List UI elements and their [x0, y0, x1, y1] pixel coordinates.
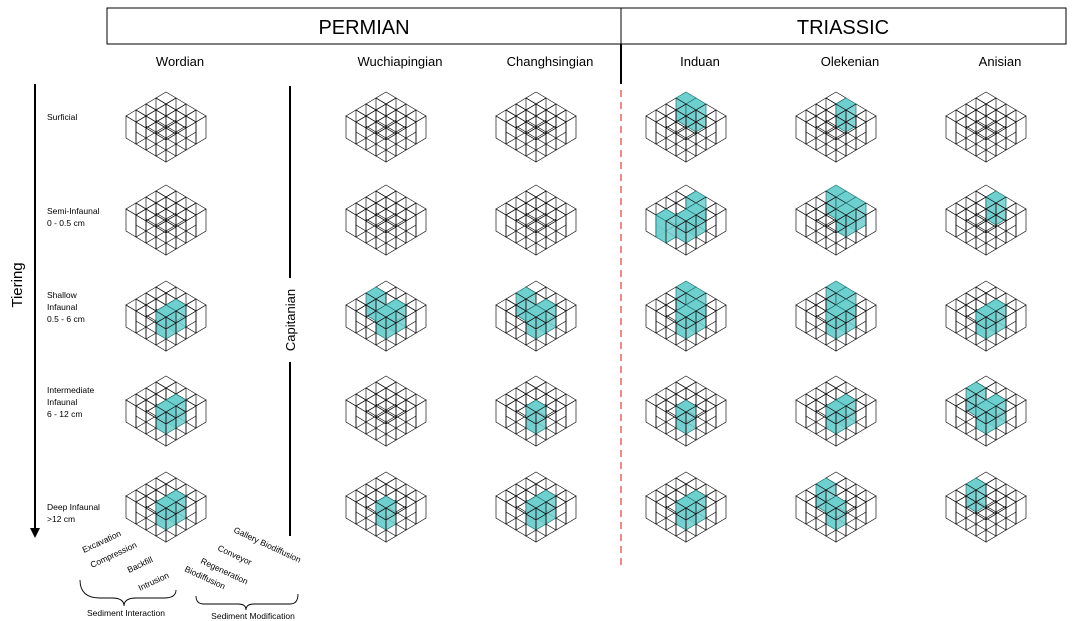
tier-grid: [345, 91, 427, 163]
legend-label-backfill: Backfill: [126, 554, 155, 574]
block-empty: [525, 507, 547, 543]
block-empty: [155, 127, 177, 163]
tier-grid: [345, 471, 427, 543]
block-empty: [155, 220, 177, 256]
stage-label-wordian: Wordian: [156, 54, 204, 69]
tier-grid: [945, 280, 1027, 352]
tier-label-line: 0.5 - 6 cm: [47, 314, 85, 324]
tier-grid: [945, 91, 1027, 163]
period-box-triassic: [620, 7, 1067, 45]
tier-grid: [125, 280, 207, 352]
block-empty: [155, 316, 177, 352]
block-empty: [825, 220, 847, 256]
tier-grid: [945, 471, 1027, 543]
tier-grid: [125, 471, 207, 543]
tier-grid: [645, 91, 727, 163]
tier-label-line: Shallow: [47, 290, 78, 300]
block-empty: [975, 411, 997, 447]
tier-grid: [645, 280, 727, 352]
tier-grid: [945, 184, 1027, 256]
stage-label-induan: Induan: [680, 54, 720, 69]
block-empty: [825, 316, 847, 352]
block-empty: [975, 316, 997, 352]
block-empty: [375, 411, 397, 447]
block-empty: [975, 220, 997, 256]
tier-grid: [345, 375, 427, 447]
legend-label-intrusion: Intrusion: [137, 570, 171, 593]
block-empty: [975, 507, 997, 543]
block-empty: [525, 411, 547, 447]
tier-grid: [495, 91, 577, 163]
block-empty: [375, 220, 397, 256]
block-empty: [675, 127, 697, 163]
block-empty: [675, 220, 697, 256]
period-label-permian: PERMIAN: [318, 17, 409, 39]
stage-headers: Wordian Wuchiapingian Changhsingian Indu…: [156, 54, 1021, 69]
block-empty: [525, 220, 547, 256]
bracket-sediment-interaction: [79, 579, 177, 607]
tier-grid: [795, 91, 877, 163]
block-empty: [675, 507, 697, 543]
tier-grid: [795, 280, 877, 352]
tier-label-line: Intermediate: [47, 385, 95, 395]
tier-label-line: Infaunal: [47, 302, 77, 312]
tier-label-line: Infaunal: [47, 397, 77, 407]
block-empty: [155, 507, 177, 543]
tier-grid: [645, 471, 727, 543]
tier-grid: [945, 375, 1027, 447]
group-label-modification: Sediment Modification: [211, 611, 295, 621]
tiering-arrow-head: [30, 528, 40, 538]
tier-labels: Surficial Semi-Infaunal 0 - 0.5 cm Shallow I…: [47, 112, 100, 524]
tiering-label: Tiering: [9, 262, 26, 307]
stage-label-wuchiapingian: Wuchiapingian: [357, 54, 442, 69]
stage-label-anisian: Anisian: [979, 54, 1022, 69]
block-empty: [375, 507, 397, 543]
block-empty: [525, 316, 547, 352]
block-empty: [675, 411, 697, 447]
bracket-sediment-modification: [195, 593, 299, 611]
capitanian-bracket: Capitanian: [283, 86, 298, 536]
period-label-triassic: TRIASSIC: [797, 17, 889, 39]
tier-grid: [795, 375, 877, 447]
block-empty: [155, 411, 177, 447]
block-empty: [825, 127, 847, 163]
tier-grid: [645, 184, 727, 256]
block-empty: [375, 127, 397, 163]
block-occupied: [155, 304, 177, 340]
tier-grid: [495, 280, 577, 352]
tier-grid: [795, 471, 877, 543]
tier-grid: [495, 471, 577, 543]
block-empty: [825, 507, 847, 543]
group-label-interaction: Sediment Interaction: [87, 608, 165, 618]
period-header: PERMIAN TRIASSIC: [106, 7, 1067, 568]
stage-label-changhsingian: Changhsingian: [507, 54, 594, 69]
tier-grid: [125, 91, 207, 163]
tier-label-line: Semi-Infaunal: [47, 206, 100, 216]
behaviour-legend: Excavation Compression Backfill Intrusio…: [79, 525, 303, 621]
tier-grid: [495, 184, 577, 256]
tier-label-line: 6 - 12 cm: [47, 409, 82, 419]
capitanian-label: Capitanian: [283, 289, 298, 351]
stage-label-olekenian: Olekenian: [821, 54, 880, 69]
period-box-permian: [106, 7, 622, 45]
tier-grid: [645, 375, 727, 447]
tier-grid: [345, 184, 427, 256]
tier-grid: [125, 184, 207, 256]
block-empty: [375, 316, 397, 352]
tier-grid: [345, 280, 427, 352]
block-grid: [125, 91, 1027, 543]
block-empty: [825, 411, 847, 447]
tier-grid: [125, 375, 207, 447]
tier-label-line: >12 cm: [47, 514, 75, 524]
tier-label-line: 0 - 0.5 cm: [47, 218, 85, 228]
block-empty: [525, 127, 547, 163]
block-empty: [975, 127, 997, 163]
tier-label-line: Deep Infaunal: [47, 502, 100, 512]
tier-grid: [795, 184, 877, 256]
block-empty: [675, 316, 697, 352]
tier-grid: [495, 375, 577, 447]
tiering-axis: Tiering: [9, 84, 40, 538]
tier-label-line: Surficial: [47, 112, 77, 122]
